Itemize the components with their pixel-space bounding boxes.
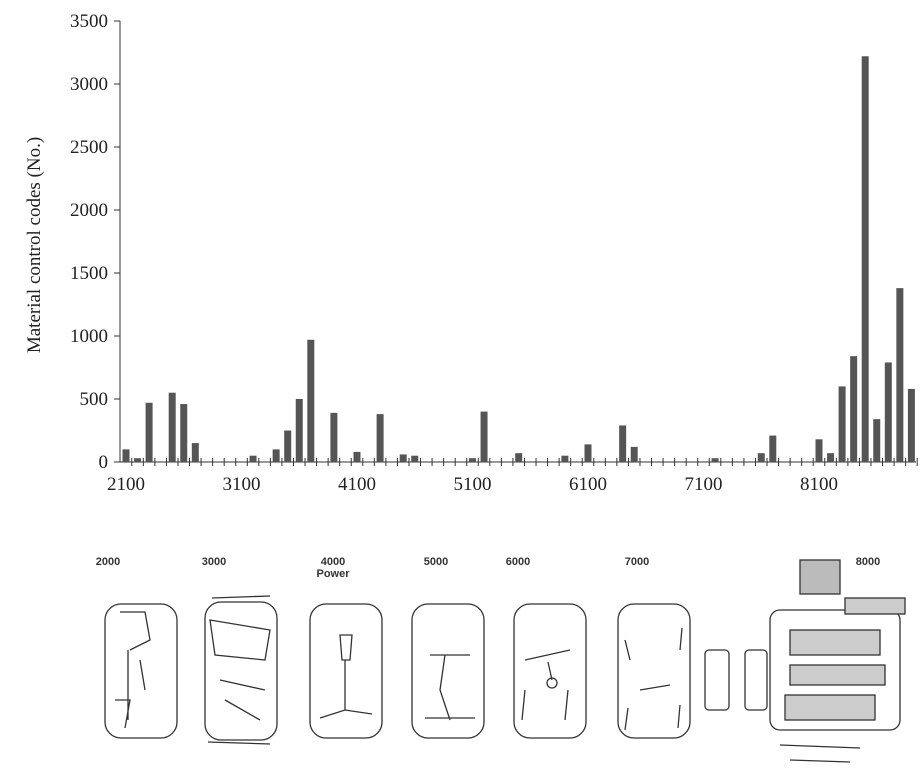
- bar: [469, 458, 476, 462]
- bar: [480, 411, 488, 462]
- bar: [515, 453, 523, 462]
- bar: [584, 444, 592, 462]
- bar: [757, 453, 765, 462]
- bar: [896, 288, 904, 462]
- y-tick-label: 3000: [70, 74, 108, 95]
- x-tick-label: 6100: [569, 474, 607, 495]
- y-axis-label: Material control codes (No.): [24, 137, 45, 353]
- bar: [295, 399, 303, 462]
- power-label: 6000: [506, 556, 530, 568]
- bar: [630, 446, 638, 462]
- vehicle-drawings: [104, 559, 906, 763]
- y-tick-label: 0: [99, 452, 109, 473]
- bar: [815, 439, 823, 462]
- power-label: 8000: [856, 556, 880, 568]
- vehicle-drawing: [411, 603, 485, 739]
- x-tick-label: 3100: [223, 474, 261, 495]
- bar: [769, 435, 777, 462]
- bar: [249, 455, 257, 462]
- vehicle-drawing: [204, 595, 278, 745]
- power-label: 3000: [202, 556, 226, 568]
- bar: [873, 419, 881, 462]
- power-label: 2000: [96, 556, 120, 568]
- bar: [561, 455, 569, 462]
- power-label: 7000: [625, 556, 649, 568]
- bar: [399, 454, 407, 462]
- bar: [619, 425, 627, 462]
- vehicle-drawing: [309, 603, 383, 739]
- bar: [307, 339, 315, 462]
- vehicle-drawing: [104, 603, 178, 739]
- y-tick-label: 2000: [70, 200, 108, 221]
- bar: [861, 56, 869, 462]
- y-tick-label: 1000: [70, 326, 108, 347]
- x-tick-label: 4100: [338, 474, 376, 495]
- bar: [180, 404, 188, 462]
- bar: [353, 451, 361, 462]
- bar: [122, 449, 130, 462]
- bar: [330, 412, 338, 462]
- bar: [376, 414, 384, 462]
- y-tick-label: 500: [80, 389, 109, 410]
- bar: [838, 386, 846, 462]
- power-axis-label: Power: [316, 568, 350, 580]
- bar: [134, 458, 142, 462]
- vehicle-drawing: [513, 603, 587, 739]
- bar: [272, 449, 280, 462]
- x-tick-label: 2100: [107, 474, 145, 495]
- vehicle-drawing: [617, 603, 691, 739]
- bar: [284, 430, 292, 462]
- x-tick-label: 7100: [685, 474, 723, 495]
- bar: [145, 402, 153, 462]
- bar: [168, 392, 176, 462]
- bar: [191, 443, 199, 462]
- power-label: 5000: [424, 556, 448, 568]
- y-tick-label: 3500: [70, 11, 108, 32]
- bar: [884, 362, 892, 462]
- x-tick-label: 8100: [800, 474, 838, 495]
- bar: [411, 455, 419, 462]
- vehicle-drawing: [704, 559, 906, 763]
- y-tick-label: 2500: [70, 137, 108, 158]
- power-label: 4000: [321, 556, 345, 568]
- bar: [827, 453, 835, 462]
- bar: [850, 356, 858, 462]
- bar: [907, 388, 915, 462]
- x-tick-label: 5100: [454, 474, 492, 495]
- y-tick-label: 1500: [70, 263, 108, 284]
- bar: [711, 458, 719, 462]
